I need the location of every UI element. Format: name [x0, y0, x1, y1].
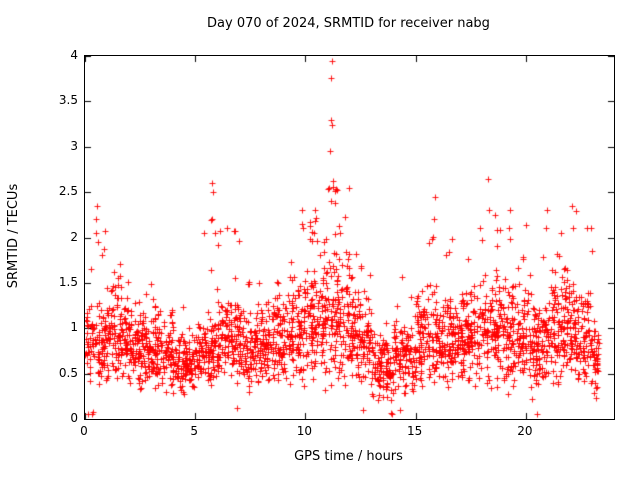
x-tick-label: 10 [296, 424, 313, 438]
y-tick-label: 3 [70, 138, 78, 153]
y-tick-label: 2.5 [58, 184, 78, 199]
y-tick-label: 3.5 [58, 93, 78, 108]
y-tick-label: 0 [70, 411, 78, 425]
y-tick-label: 4 [70, 48, 78, 62]
plot-area [84, 55, 615, 420]
x-tick-label: 0 [80, 424, 88, 438]
scatter-plot-canvas [85, 56, 614, 419]
y-axis-label: SRMTID / TECUs [6, 183, 21, 289]
x-tick-label: 15 [406, 424, 423, 438]
x-tick-label: 5 [190, 424, 199, 438]
x-tick-label: 20 [517, 424, 533, 438]
y-tick-label: 2 [70, 229, 78, 244]
y-tick-label: 0.5 [58, 365, 78, 380]
y-tick-label: 1.5 [58, 274, 78, 289]
x-axis-label: GPS time / hours [294, 449, 403, 464]
chart-title: Day 070 of 2024, SRMTID for receiver nab… [207, 16, 490, 31]
y-tick-label: 1 [70, 320, 78, 335]
